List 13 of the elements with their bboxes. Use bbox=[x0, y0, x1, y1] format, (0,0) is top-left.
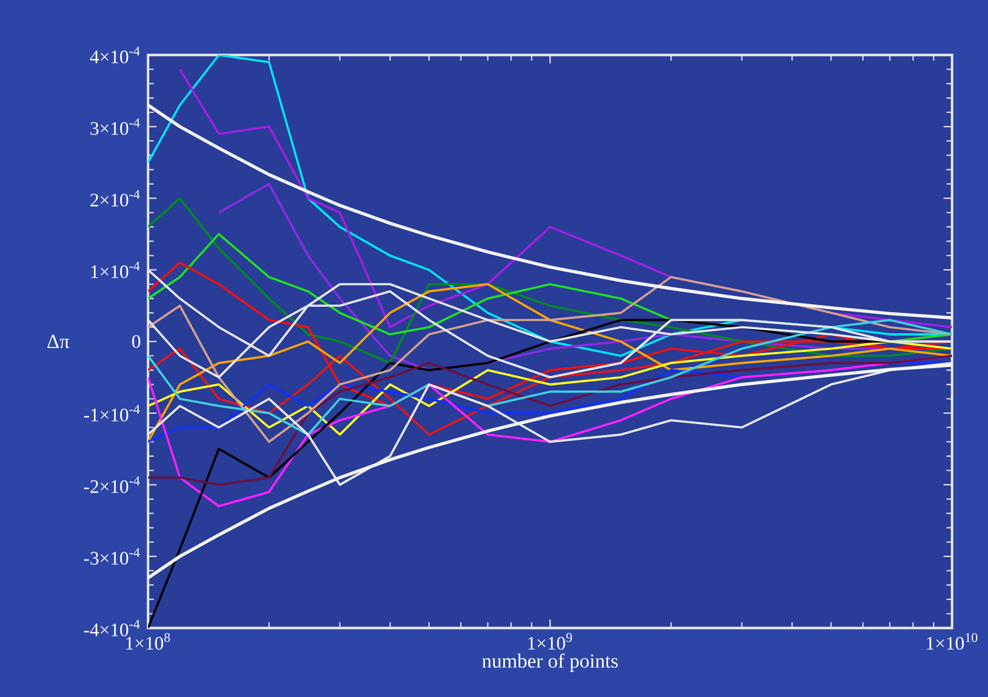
x-tick-label: 1×10$^{10}$ bbox=[926, 633, 978, 650]
y-tick-label: 4×10$^{-4}$ bbox=[90, 46, 140, 64]
y-axis-title: Δπ bbox=[47, 334, 70, 348]
y-tick-label: -3×10$^{-4}$ bbox=[84, 548, 140, 565]
y-tick-label: -2×10$^{-4}$ bbox=[84, 476, 140, 494]
x-tick-label: 1×10$^{9}$ bbox=[528, 633, 572, 650]
y-tick-label: 2×10$^{-4}$ bbox=[90, 190, 140, 207]
y-tick-label: -4×10$^{-4}$ bbox=[84, 620, 140, 636]
y-tick-label: -1×10$^{-4}$ bbox=[84, 404, 140, 422]
y-tick-label: 1×10$^{-4}$ bbox=[91, 262, 140, 278]
x-axis-title: number of points bbox=[482, 653, 618, 672]
y-tick-label: 0 bbox=[132, 335, 140, 348]
y-tick-label: 3×10$^{-4}$ bbox=[90, 118, 140, 135]
